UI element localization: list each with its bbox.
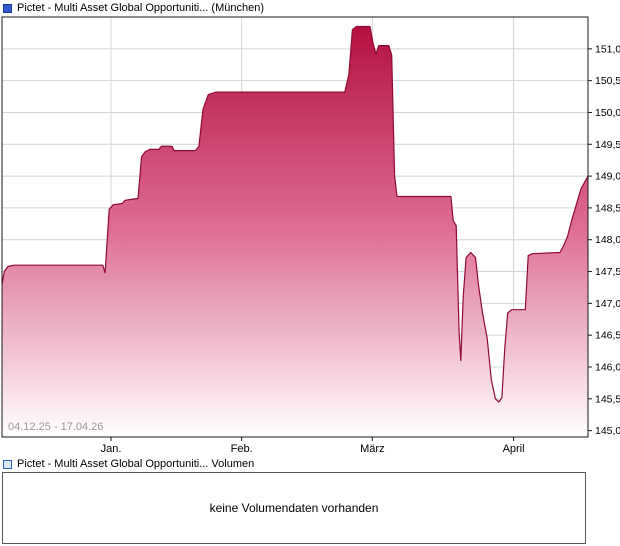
plot-border	[1, 16, 589, 438]
x-axis-label: April	[503, 443, 525, 455]
volume-panel: keine Volumendaten vorhanden	[2, 472, 586, 544]
price-chart: 145,0 145,5 146,0 146,5 147,0 147,5 148,0 148,5…	[0, 16, 620, 456]
y-axis-label: 145,0	[595, 425, 620, 437]
date-range-label: 04.12.25 - 17.04.26	[8, 421, 103, 433]
price-chart-svg: 145,0 145,5 146,0 146,5 147,0 147,5 148,0 148,5…	[1, 16, 620, 455]
y-axis-label: 147,5	[595, 266, 620, 278]
chart-header: Pictet - Multi Asset Global Opportuniti.…	[0, 0, 620, 16]
chart-title: Pictet - Multi Asset Global Opportuniti.…	[17, 2, 264, 14]
y-axis-label: 150,5	[595, 75, 620, 87]
y-axis-label: 146,5	[595, 330, 620, 342]
price-line	[1, 25, 589, 403]
x-axis-label: März	[360, 443, 384, 455]
volume-title: Pictet - Multi Asset Global Opportuniti.…	[17, 458, 255, 470]
volume-message: keine Volumendaten vorhanden	[209, 501, 379, 515]
x-axis-label: Feb.	[231, 443, 253, 455]
y-axis-label: 149,0	[595, 171, 620, 183]
y-axis-label: 148,0	[595, 234, 620, 246]
y-axis-label: 146,0	[595, 362, 620, 374]
price-area-fill	[2, 26, 588, 437]
y-axis-label: 147,0	[595, 298, 620, 310]
y-axis-label: 149,5	[595, 139, 620, 151]
x-axis-label: Jan.	[101, 443, 122, 455]
chart-series-icon	[3, 3, 12, 13]
y-axis-label: 148,5	[595, 202, 620, 214]
volume-series-icon	[3, 459, 12, 469]
volume-header: Pictet - Multi Asset Global Opportuniti.…	[0, 456, 620, 472]
y-axis-label: 145,5	[595, 393, 620, 405]
y-axis-label: 150,0	[595, 107, 620, 119]
y-axis-label: 151,0	[595, 43, 620, 55]
